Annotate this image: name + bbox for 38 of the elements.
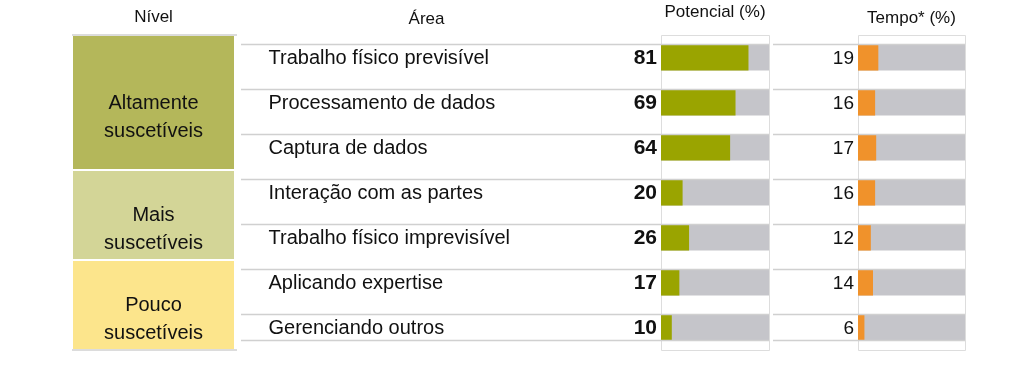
data-label: 16: [832, 91, 854, 113]
bar: [661, 179, 683, 206]
bar: [858, 224, 871, 251]
category-label: Altamente suscetíveis: [104, 90, 203, 141]
text: Nível: [134, 7, 173, 26]
data-label: 64: [633, 134, 658, 158]
bar: [858, 134, 877, 161]
data-label: 17: [633, 269, 657, 293]
data-label: 10: [633, 314, 657, 338]
data-label: 14: [832, 271, 855, 293]
y-tick-label: Trabalho físico imprevisível: [268, 225, 511, 248]
y-tick-label: Gerenciando outros: [268, 315, 445, 338]
bar: [661, 314, 672, 341]
bar: [858, 179, 876, 206]
bar: [858, 44, 879, 71]
bar: [858, 269, 873, 296]
bar: [661, 269, 680, 296]
y-tick-label: Interação com as partes: [268, 180, 484, 203]
y-tick-label: Captura de dados: [268, 135, 428, 158]
data-label: 17: [832, 136, 854, 158]
chart-title: Tempo* (%): [867, 8, 956, 27]
chart-title: Potencial (%): [664, 2, 766, 21]
data-label: 19: [832, 46, 854, 68]
bar: [661, 224, 690, 251]
y-tick-label: Aplicando expertise: [268, 270, 444, 293]
category-label: Mais suscetíveis: [104, 203, 203, 253]
data-label: 6: [843, 316, 854, 338]
y-axis-title: Área: [408, 8, 445, 28]
data-label: 69: [633, 89, 657, 113]
data-label: 20: [633, 179, 657, 203]
data-label: 81: [633, 44, 658, 68]
bar: [858, 89, 876, 116]
data-label: 12: [832, 226, 854, 248]
category-label: Pouco suscetíveis: [104, 293, 203, 343]
data-label: 16: [832, 181, 854, 203]
data-label: 26: [633, 224, 657, 248]
y-tick-label: Trabalho físico previsível: [268, 45, 489, 68]
y-tick-label: Processamento de dados: [268, 90, 496, 113]
